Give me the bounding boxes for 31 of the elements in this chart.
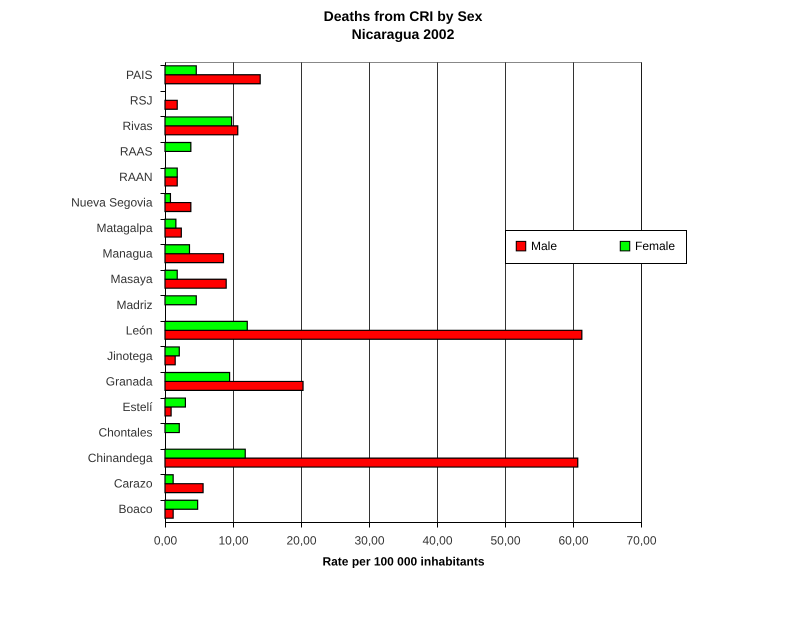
x-tick-label: 50,00 bbox=[490, 534, 521, 548]
x-tick-label: 20,00 bbox=[286, 534, 317, 548]
x-tick-label: 10,00 bbox=[218, 534, 249, 548]
y-tick-label: Nueva Segovia bbox=[71, 196, 153, 210]
y-tick-label: Rivas bbox=[122, 118, 152, 133]
y-tick-label: Carazo bbox=[114, 476, 153, 491]
x-tick-label: 40,00 bbox=[422, 534, 453, 548]
x-tick-label: 70,00 bbox=[626, 534, 657, 548]
y-tick-label: Chontales bbox=[98, 426, 152, 440]
y-tick-label: RAAS bbox=[120, 144, 152, 158]
y-tick-label: Masaya bbox=[110, 272, 153, 286]
y-tick-label: Madriz bbox=[116, 298, 152, 312]
y-tick-label: Granada bbox=[106, 374, 153, 388]
x-axis-title: Rate per 100 000 inhabitants bbox=[322, 554, 485, 568]
legend-label: Male bbox=[531, 239, 558, 254]
y-tick-label: León bbox=[126, 323, 152, 338]
y-tick-label: Jinotega bbox=[107, 348, 153, 363]
chart-subtitle: Nicaragua 2002 bbox=[352, 26, 455, 42]
x-tick-label: 60,00 bbox=[558, 534, 589, 548]
chart-title: Deaths from CRI by Sex bbox=[324, 8, 483, 24]
y-tick-label: Chinandega bbox=[88, 451, 153, 466]
y-tick-label: RSJ bbox=[130, 93, 152, 108]
y-tick-label: Estelí bbox=[122, 400, 154, 414]
y-tick-label: Boaco bbox=[118, 502, 153, 516]
x-tick-label: 30,00 bbox=[354, 534, 385, 548]
y-tick-label: PAIS bbox=[126, 68, 152, 82]
y-tick-label: Managua bbox=[102, 246, 153, 261]
y-tick-label: RAAN bbox=[119, 170, 152, 184]
y-tick-label: Matagalpa bbox=[96, 221, 153, 236]
x-tick-label: 0,00 bbox=[154, 534, 178, 548]
legend-label: Female bbox=[635, 239, 676, 254]
